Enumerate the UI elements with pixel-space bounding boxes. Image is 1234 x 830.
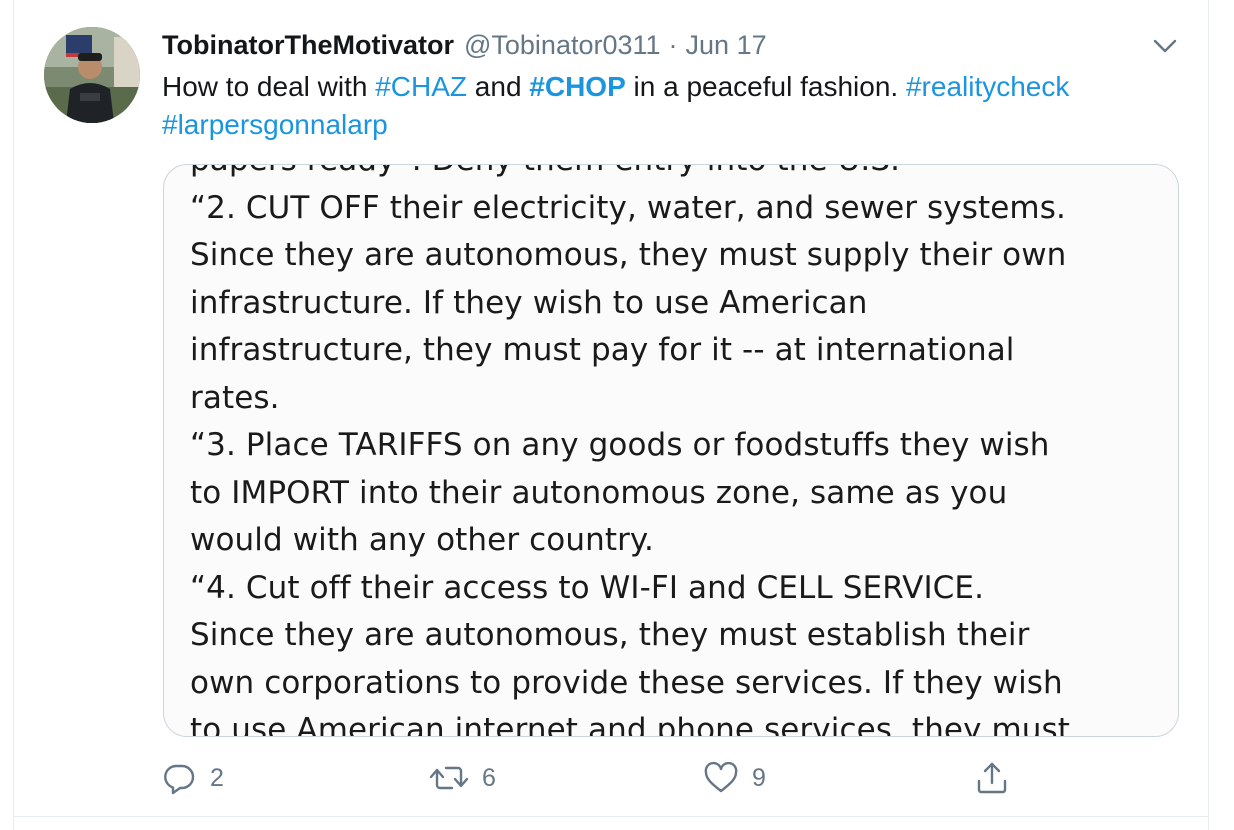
like-button[interactable]: 9 bbox=[702, 756, 766, 800]
display-name[interactable]: TobinatorTheMotivator bbox=[162, 30, 454, 60]
tweet-date[interactable]: Jun 17 bbox=[685, 30, 767, 60]
avatar-image bbox=[44, 27, 140, 123]
media-text-line: to IMPORT into their autonomous zone, sa… bbox=[190, 474, 1008, 511]
text-segment: in a peaceful fashion. bbox=[625, 71, 906, 102]
media-text-line: would with any other country. bbox=[190, 522, 654, 558]
media-text-line: papers ready”. Deny them entry into the … bbox=[190, 165, 1170, 185]
media-text-line: “4. Cut off their access to WI-FI and CE… bbox=[190, 569, 985, 606]
media-text-line: own corporations to provide these servic… bbox=[190, 664, 1063, 701]
media-text-line: to use American internet and phone servi… bbox=[190, 712, 1071, 737]
hashtag-chaz[interactable]: #CHAZ bbox=[375, 71, 468, 102]
text-segment: and bbox=[467, 71, 530, 102]
tweet-media-image[interactable]: papers ready”. Deny them entry into the … bbox=[163, 164, 1179, 737]
reply-count: 2 bbox=[210, 763, 224, 792]
media-text-line: infrastructure, they must pay for it -- … bbox=[190, 332, 1015, 368]
tweet-actions: 2 6 9 bbox=[0, 756, 1234, 800]
header-separator: · bbox=[668, 30, 678, 60]
media-text-line: Since they are autonomous, they must sup… bbox=[190, 237, 1067, 273]
more-options-button[interactable] bbox=[1150, 34, 1180, 58]
reply-icon bbox=[164, 764, 195, 795]
heart-icon bbox=[704, 761, 738, 793]
text-segment: How to deal with bbox=[162, 71, 376, 102]
media-text-line: Since they are autonomous, they must est… bbox=[190, 617, 1030, 653]
share-button[interactable] bbox=[973, 756, 1011, 800]
chevron-down-icon bbox=[1153, 39, 1177, 53]
retweet-icon bbox=[429, 766, 469, 790]
tweet-header: TobinatorTheMotivator @Tobinator0311 · J… bbox=[162, 28, 767, 62]
media-text-line: “3. Place TARIFFS on any goods or foodst… bbox=[190, 427, 1050, 463]
tweet-divider bbox=[13, 816, 1209, 817]
media-text: papers ready”. Deny them entry into the … bbox=[190, 165, 1170, 737]
media-text-line: infrastructure. If they wish to use Amer… bbox=[190, 284, 868, 321]
retweet-count: 6 bbox=[482, 763, 496, 792]
hashtag-chop[interactable]: #CHOP bbox=[529, 71, 626, 102]
reply-button[interactable]: 2 bbox=[160, 756, 224, 800]
media-text-line: rates. bbox=[190, 379, 280, 416]
hashtag-larpersgonnalarp[interactable]: #larpersgonnalarp bbox=[162, 109, 388, 140]
share-icon bbox=[977, 762, 1007, 794]
retweet-button[interactable]: 6 bbox=[428, 756, 496, 800]
avatar[interactable] bbox=[44, 27, 140, 123]
hashtag-realitycheck[interactable]: #realitycheck bbox=[905, 71, 1070, 102]
like-count: 9 bbox=[752, 763, 766, 792]
media-text-line: “2. CUT OFF their electricity, water, an… bbox=[190, 189, 1066, 226]
user-handle[interactable]: @Tobinator0311 bbox=[463, 30, 661, 60]
tweet-text: How to deal with #CHAZ and #CHOP in a pe… bbox=[162, 68, 1182, 144]
